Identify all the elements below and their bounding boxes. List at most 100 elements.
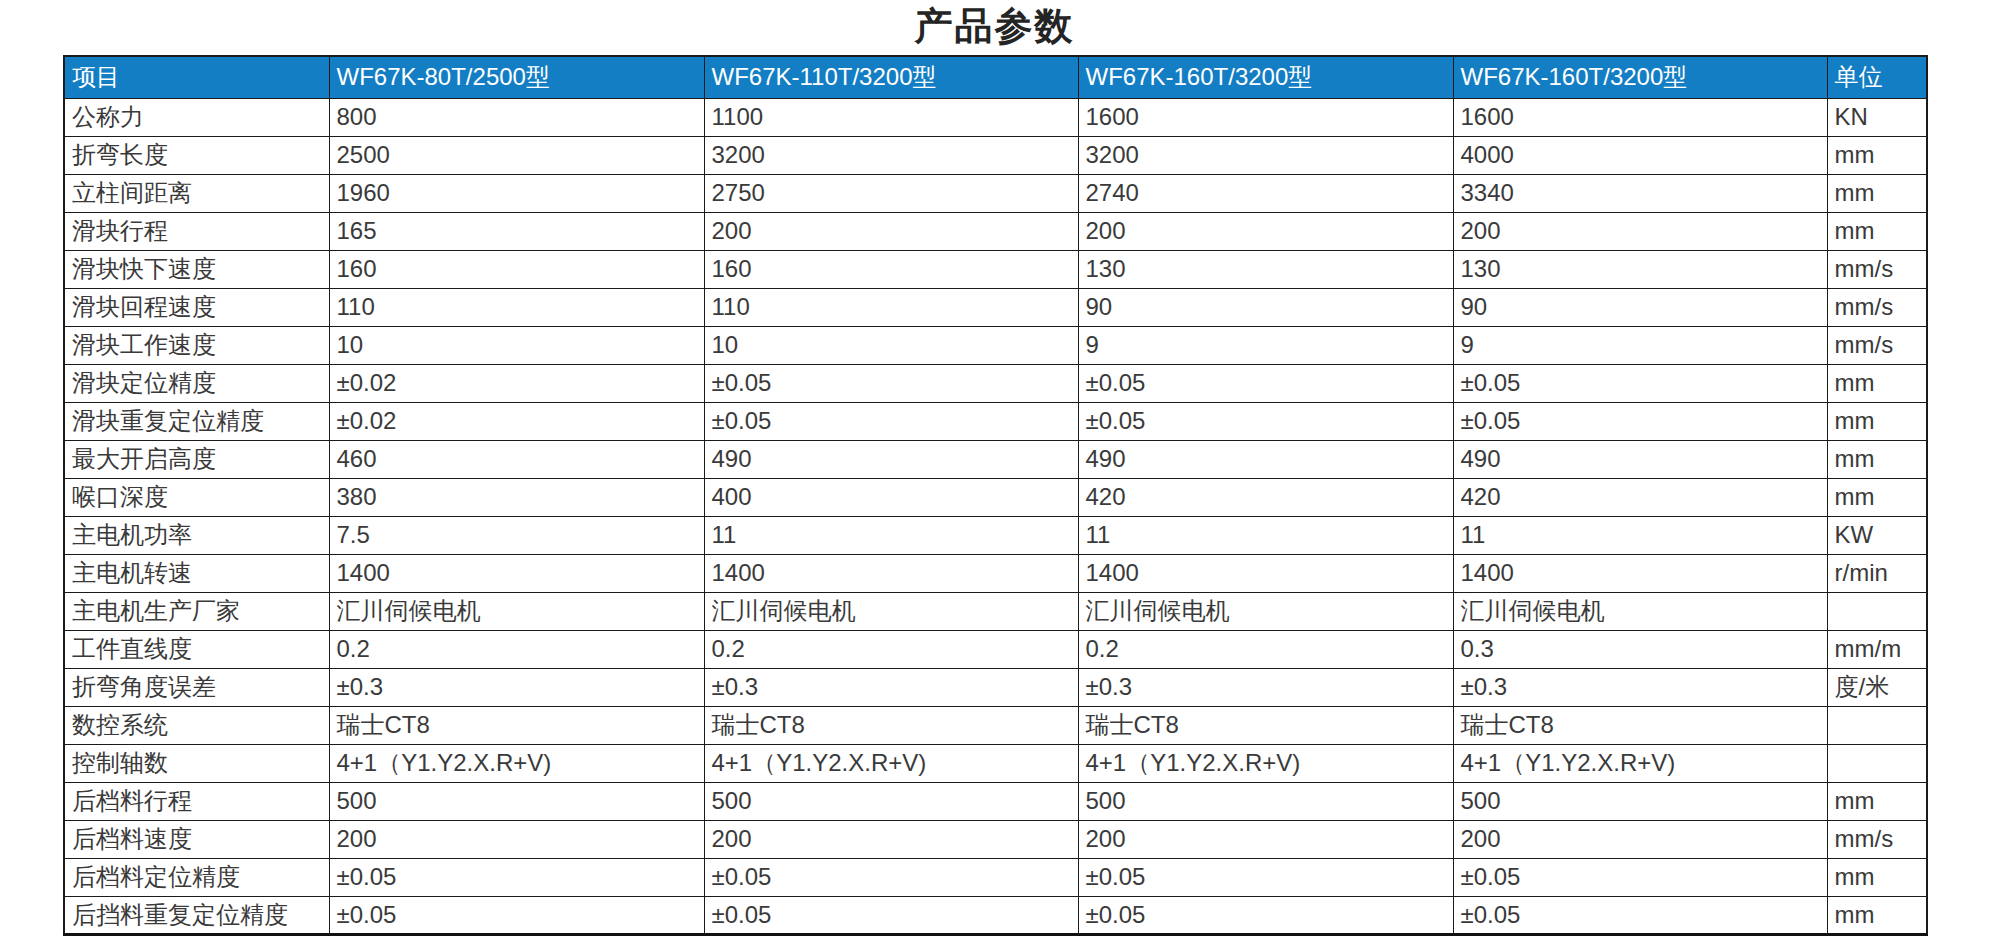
unit-cell: mm/s [1827,326,1927,364]
row-label-cell: 最大开启高度 [64,440,329,478]
value-cell: 11 [1078,516,1453,554]
unit-cell: mm [1827,402,1927,440]
row-label-cell: 控制轴数 [64,744,329,782]
value-cell: 1100 [704,98,1078,136]
value-cell: ±0.05 [1078,402,1453,440]
value-cell: 0.2 [329,630,704,668]
value-cell: 汇川伺候电机 [1453,592,1827,630]
value-cell: ±0.05 [329,858,704,896]
value-cell: 420 [1078,478,1453,516]
value-cell: ±0.05 [1453,402,1827,440]
table-row: 滑块重复定位精度±0.02±0.05±0.05±0.05mm [64,402,1927,440]
product-spec-table: 项目WF67K-80T/2500型WF67K-110T/3200型WF67K-1… [63,55,1928,936]
row-label-cell: 后档料速度 [64,820,329,858]
table-row: 滑块快下速度160160130130mm/s [64,250,1927,288]
table-row: 立柱间距离1960275027403340mm [64,174,1927,212]
table-row: 滑块工作速度101099mm/s [64,326,1927,364]
value-cell: 110 [704,288,1078,326]
value-cell: ±0.3 [704,668,1078,706]
value-cell: 瑞士CT8 [1453,706,1827,744]
value-cell: ±0.05 [1078,858,1453,896]
row-label-cell: 后档料行程 [64,782,329,820]
value-cell: ±0.02 [329,402,704,440]
value-cell: 3340 [1453,174,1827,212]
value-cell: 0.3 [1453,630,1827,668]
value-cell: 200 [704,820,1078,858]
value-cell: ±0.05 [704,858,1078,896]
value-cell: 9 [1078,326,1453,364]
row-label-cell: 工件直线度 [64,630,329,668]
unit-cell [1827,706,1927,744]
row-label-cell: 滑块定位精度 [64,364,329,402]
value-cell: ±0.05 [1078,364,1453,402]
row-label-cell: 喉口深度 [64,478,329,516]
value-cell: 200 [1453,212,1827,250]
value-cell: ±0.05 [704,896,1078,934]
row-label-cell: 后档料定位精度 [64,858,329,896]
value-cell: 160 [329,250,704,288]
header-row: 项目WF67K-80T/2500型WF67K-110T/3200型WF67K-1… [64,56,1927,98]
unit-cell: mm/s [1827,820,1927,858]
value-cell: 瑞士CT8 [704,706,1078,744]
value-cell: 165 [329,212,704,250]
table-row: 后档料行程500500500500mm [64,782,1927,820]
unit-cell: mm/s [1827,250,1927,288]
value-cell: 3200 [704,136,1078,174]
table-row: 控制轴数4+1（Y1.Y2.X.R+V)4+1（Y1.Y2.X.R+V)4+1（… [64,744,1927,782]
value-cell: ±0.05 [1453,858,1827,896]
value-cell: 490 [704,440,1078,478]
value-cell: 1400 [329,554,704,592]
table-row: 主电机生产厂家汇川伺候电机汇川伺候电机汇川伺候电机汇川伺候电机 [64,592,1927,630]
column-header-0: 项目 [64,56,329,98]
page: 产品参数 项目WF67K-80T/2500型WF67K-110T/3200型WF… [0,0,2000,938]
unit-cell [1827,592,1927,630]
value-cell: 4+1（Y1.Y2.X.R+V) [704,744,1078,782]
row-label-cell: 立柱间距离 [64,174,329,212]
value-cell: 3200 [1078,136,1453,174]
value-cell: 200 [1453,820,1827,858]
unit-cell: mm [1827,858,1927,896]
value-cell: 400 [704,478,1078,516]
table-row: 主电机功率7.5111111KW [64,516,1927,554]
value-cell: 500 [329,782,704,820]
row-label-cell: 数控系统 [64,706,329,744]
unit-cell: mm/m [1827,630,1927,668]
unit-cell: KW [1827,516,1927,554]
value-cell: ±0.05 [1453,364,1827,402]
value-cell: 4+1（Y1.Y2.X.R+V) [1453,744,1827,782]
unit-cell: 度/米 [1827,668,1927,706]
value-cell: 1400 [1453,554,1827,592]
table-row: 工件直线度0.20.20.20.3mm/m [64,630,1927,668]
value-cell: 490 [1078,440,1453,478]
value-cell: 汇川伺候电机 [329,592,704,630]
value-cell: 160 [704,250,1078,288]
unit-cell [1827,744,1927,782]
column-header-3: WF67K-160T/3200型 [1078,56,1453,98]
table-row: 喉口深度380400420420mm [64,478,1927,516]
unit-cell: mm [1827,136,1927,174]
row-label-cell: 滑块回程速度 [64,288,329,326]
table-row: 折弯长度2500320032004000mm [64,136,1927,174]
value-cell: 130 [1078,250,1453,288]
spec-table-header: 项目WF67K-80T/2500型WF67K-110T/3200型WF67K-1… [64,56,1927,98]
value-cell: 800 [329,98,704,136]
value-cell: ±0.02 [329,364,704,402]
value-cell: ±0.3 [1078,668,1453,706]
value-cell: 0.2 [704,630,1078,668]
row-label-cell: 折弯长度 [64,136,329,174]
value-cell: 500 [1078,782,1453,820]
column-header-2: WF67K-110T/3200型 [704,56,1078,98]
value-cell: 汇川伺候电机 [704,592,1078,630]
row-label-cell: 滑块重复定位精度 [64,402,329,440]
value-cell: 4000 [1453,136,1827,174]
value-cell: 1600 [1453,98,1827,136]
value-cell: 380 [329,478,704,516]
table-row: 主电机转速1400140014001400r/min [64,554,1927,592]
row-label-cell: 滑块工作速度 [64,326,329,364]
table-row: 后挡料重复定位精度±0.05±0.05±0.05±0.05mm [64,896,1927,934]
value-cell: 4+1（Y1.Y2.X.R+V) [1078,744,1453,782]
unit-cell: mm [1827,896,1927,934]
value-cell: 130 [1453,250,1827,288]
table-row: 公称力800110016001600KN [64,98,1927,136]
value-cell: 4+1（Y1.Y2.X.R+V) [329,744,704,782]
